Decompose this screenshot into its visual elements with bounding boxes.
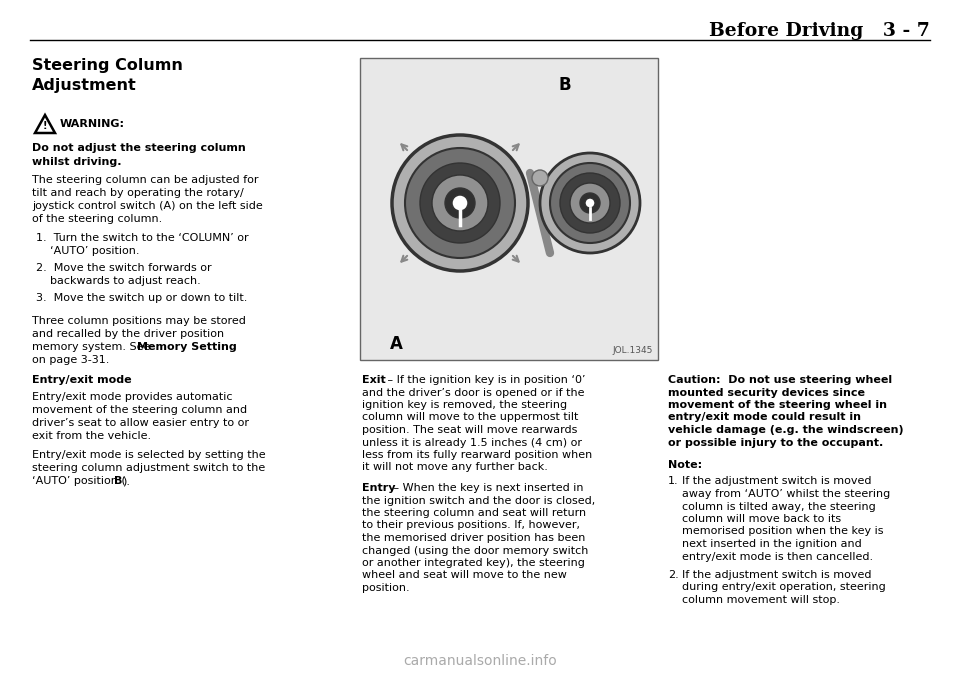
Text: it will not move any further back.: it will not move any further back.	[362, 462, 548, 473]
Text: column movement will stop.: column movement will stop.	[682, 595, 840, 605]
Text: Entry: Entry	[362, 483, 396, 493]
Text: column will move to the uppermost tilt: column will move to the uppermost tilt	[362, 412, 578, 423]
Text: the memorised driver position has been: the memorised driver position has been	[362, 533, 586, 543]
Text: 1.  Turn the switch to the ‘COLUMN’ or: 1. Turn the switch to the ‘COLUMN’ or	[36, 233, 249, 243]
Text: – When the key is next inserted in: – When the key is next inserted in	[390, 483, 584, 493]
Text: joystick control switch (A) on the left side: joystick control switch (A) on the left …	[32, 201, 263, 211]
Text: the ignition switch and the door is closed,: the ignition switch and the door is clos…	[362, 495, 595, 505]
Text: Before Driving   3 - 7: Before Driving 3 - 7	[709, 22, 930, 40]
Text: movement of the steering wheel in: movement of the steering wheel in	[668, 400, 887, 410]
Text: tilt and reach by operating the rotary/: tilt and reach by operating the rotary/	[32, 188, 244, 198]
Circle shape	[532, 170, 548, 186]
Circle shape	[445, 188, 475, 218]
Circle shape	[570, 183, 610, 223]
Text: and recalled by the driver position: and recalled by the driver position	[32, 329, 224, 339]
Text: WARNING:: WARNING:	[60, 119, 125, 129]
Circle shape	[420, 163, 500, 243]
Text: Memory Setting: Memory Setting	[137, 342, 237, 352]
Text: wheel and seat will move to the new: wheel and seat will move to the new	[362, 570, 566, 581]
Text: position. The seat will move rearwards: position. The seat will move rearwards	[362, 425, 577, 435]
Text: ‘AUTO’ position (: ‘AUTO’ position (	[32, 476, 126, 486]
Text: whilst driving.: whilst driving.	[32, 157, 122, 167]
Text: 1.: 1.	[668, 477, 679, 486]
Text: or another integrated key), the steering: or another integrated key), the steering	[362, 558, 585, 568]
Text: A: A	[390, 335, 403, 353]
Text: Do not adjust the steering column: Do not adjust the steering column	[32, 143, 246, 153]
Text: The steering column can be adjusted for: The steering column can be adjusted for	[32, 175, 258, 185]
Text: driver’s seat to allow easier entry to or: driver’s seat to allow easier entry to o…	[32, 418, 249, 428]
Text: the steering column and seat will return: the steering column and seat will return	[362, 508, 587, 518]
Text: unless it is already 1.5 inches (4 cm) or: unless it is already 1.5 inches (4 cm) o…	[362, 438, 582, 447]
Text: mounted security devices since: mounted security devices since	[668, 388, 865, 397]
Circle shape	[585, 198, 595, 208]
Text: entry/exit mode is then cancelled.: entry/exit mode is then cancelled.	[682, 551, 874, 562]
Text: next inserted in the ignition and: next inserted in the ignition and	[682, 539, 862, 549]
Text: less from its fully rearward position when: less from its fully rearward position wh…	[362, 450, 592, 460]
Text: or possible injury to the occupant.: or possible injury to the occupant.	[668, 438, 883, 447]
Circle shape	[405, 148, 515, 258]
Text: 2.: 2.	[668, 570, 679, 580]
Circle shape	[580, 193, 600, 213]
Circle shape	[550, 163, 630, 243]
Text: Adjustment: Adjustment	[32, 78, 136, 93]
Text: 3.  Move the switch up or down to tilt.: 3. Move the switch up or down to tilt.	[36, 293, 248, 303]
Text: to their previous positions. If, however,: to their previous positions. If, however…	[362, 521, 580, 531]
Text: and the driver’s door is opened or if the: and the driver’s door is opened or if th…	[362, 388, 585, 397]
Text: If the adjustment switch is moved: If the adjustment switch is moved	[682, 477, 872, 486]
Text: Entry/exit mode provides automatic: Entry/exit mode provides automatic	[32, 392, 232, 402]
Circle shape	[452, 195, 468, 211]
Text: Entry/exit mode: Entry/exit mode	[32, 375, 132, 385]
Text: Steering Column: Steering Column	[32, 58, 182, 73]
Text: Three column positions may be stored: Three column positions may be stored	[32, 316, 246, 326]
Text: vehicle damage (e.g. the windscreen): vehicle damage (e.g. the windscreen)	[668, 425, 903, 435]
Text: !: !	[43, 121, 47, 131]
Text: ignition key is removed, the steering: ignition key is removed, the steering	[362, 400, 567, 410]
Bar	[360, 58, 658, 360]
Text: backwards to adjust reach.: backwards to adjust reach.	[50, 276, 201, 286]
Circle shape	[432, 175, 488, 231]
Circle shape	[540, 153, 640, 253]
Text: steering column adjustment switch to the: steering column adjustment switch to the	[32, 463, 265, 473]
Text: of the steering column.: of the steering column.	[32, 214, 162, 224]
Text: Note:: Note:	[668, 460, 702, 470]
Text: If the adjustment switch is moved: If the adjustment switch is moved	[682, 570, 872, 580]
Text: Caution:  Do not use steering wheel: Caution: Do not use steering wheel	[668, 375, 892, 385]
Text: Entry/exit mode is selected by setting the: Entry/exit mode is selected by setting t…	[32, 450, 266, 460]
Text: position.: position.	[362, 583, 410, 593]
Text: column will move back to its: column will move back to its	[682, 514, 841, 524]
Text: away from ‘AUTO’ whilst the steering: away from ‘AUTO’ whilst the steering	[682, 489, 890, 499]
Text: JOL.1345: JOL.1345	[612, 346, 653, 355]
Text: exit from the vehicle.: exit from the vehicle.	[32, 431, 151, 441]
Text: movement of the steering column and: movement of the steering column and	[32, 405, 247, 415]
Text: Exit: Exit	[362, 375, 386, 385]
Circle shape	[392, 135, 528, 271]
Text: – If the ignition key is in position ‘0’: – If the ignition key is in position ‘0’	[384, 375, 586, 385]
Text: B: B	[114, 476, 122, 486]
Text: changed (using the door memory switch: changed (using the door memory switch	[362, 546, 588, 555]
Text: during entry/exit operation, steering: during entry/exit operation, steering	[682, 583, 886, 592]
Text: memory system. See: memory system. See	[32, 342, 154, 352]
Text: column is tilted away, the steering: column is tilted away, the steering	[682, 501, 876, 512]
Text: ).: ).	[122, 476, 130, 486]
Text: entry/exit mode could result in: entry/exit mode could result in	[668, 412, 861, 423]
Text: memorised position when the key is: memorised position when the key is	[682, 527, 883, 536]
Text: carmanualsonline.info: carmanualsonline.info	[403, 654, 557, 668]
Text: B: B	[558, 76, 570, 94]
Circle shape	[560, 173, 620, 233]
Text: 2.  Move the switch forwards or: 2. Move the switch forwards or	[36, 263, 211, 273]
Text: on page 3‑31.: on page 3‑31.	[32, 355, 109, 365]
Text: ‘AUTO’ position.: ‘AUTO’ position.	[50, 246, 139, 256]
